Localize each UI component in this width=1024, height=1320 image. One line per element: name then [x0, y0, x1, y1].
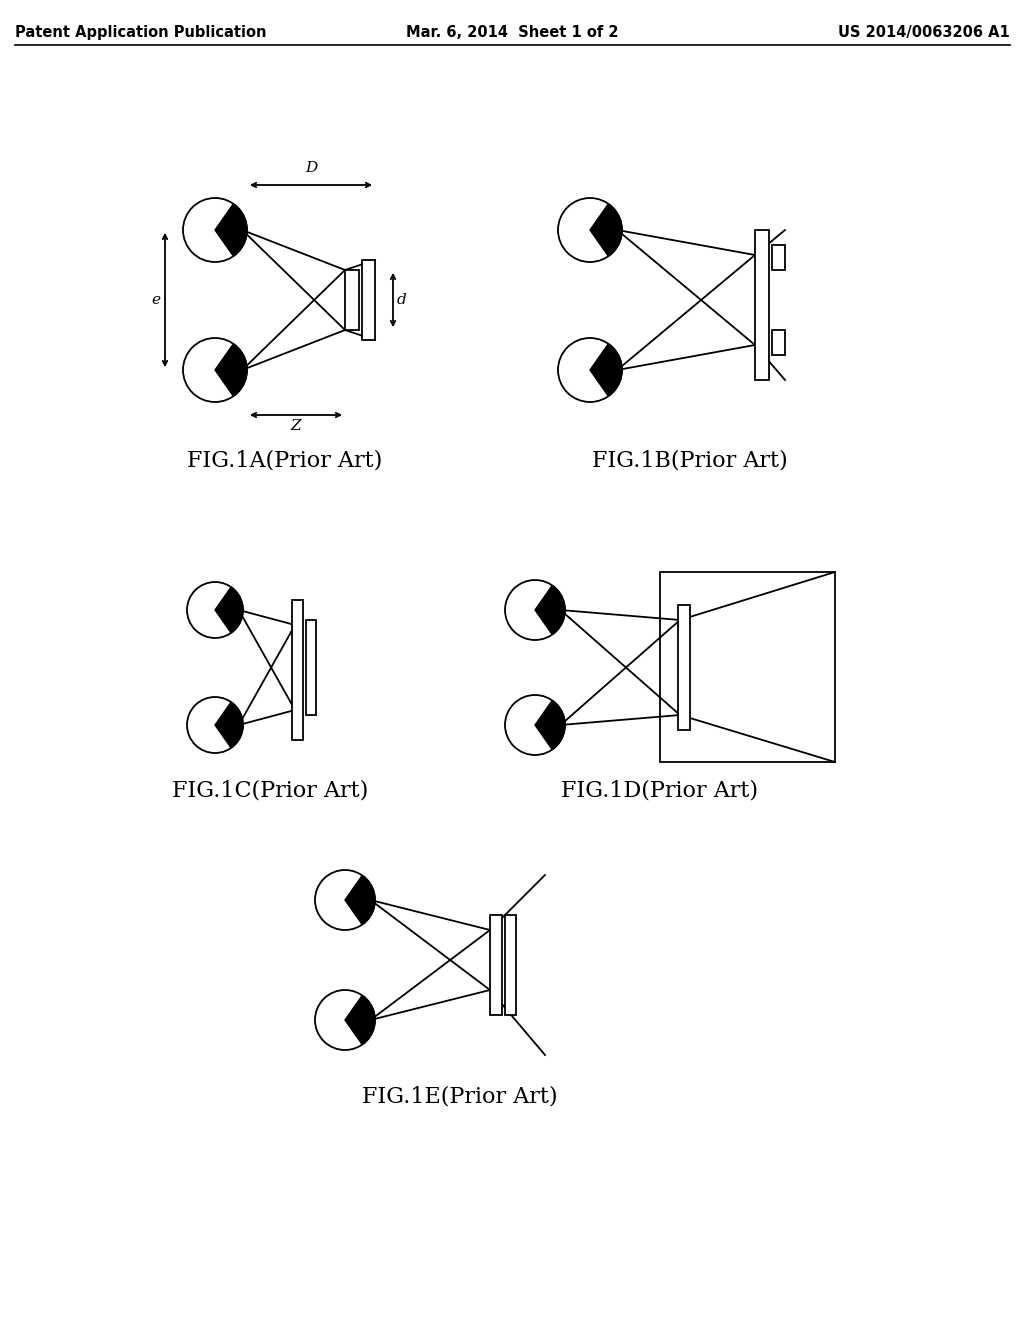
Bar: [345, 271, 359, 330]
Wedge shape: [535, 586, 565, 635]
Circle shape: [315, 990, 375, 1049]
Bar: [772, 246, 785, 271]
Text: Z: Z: [291, 418, 301, 433]
Circle shape: [183, 198, 247, 261]
Circle shape: [315, 870, 375, 931]
Wedge shape: [215, 203, 247, 256]
Text: FIG.1A(Prior Art): FIG.1A(Prior Art): [187, 450, 383, 473]
Bar: [772, 330, 785, 355]
Circle shape: [187, 582, 243, 638]
Wedge shape: [215, 587, 243, 632]
Circle shape: [505, 696, 565, 755]
Bar: [660, 572, 835, 762]
Bar: [678, 605, 690, 730]
Circle shape: [187, 697, 243, 752]
Text: FIG.1C(Prior Art): FIG.1C(Prior Art): [172, 780, 369, 803]
Text: US 2014/0063206 A1: US 2014/0063206 A1: [839, 25, 1010, 40]
Bar: [292, 601, 303, 741]
Bar: [362, 260, 375, 341]
Wedge shape: [590, 343, 622, 396]
Wedge shape: [215, 343, 247, 396]
Bar: [755, 230, 769, 380]
Circle shape: [183, 338, 247, 403]
Bar: [306, 620, 316, 715]
Text: Mar. 6, 2014  Sheet 1 of 2: Mar. 6, 2014 Sheet 1 of 2: [406, 25, 618, 40]
Wedge shape: [345, 995, 375, 1044]
Text: e: e: [151, 293, 160, 308]
Wedge shape: [345, 875, 375, 924]
Text: d: d: [397, 293, 407, 308]
Text: FIG.1E(Prior Art): FIG.1E(Prior Art): [362, 1085, 558, 1107]
Text: FIG.1D(Prior Art): FIG.1D(Prior Art): [561, 780, 759, 803]
Text: Patent Application Publication: Patent Application Publication: [15, 25, 266, 40]
Wedge shape: [535, 701, 565, 750]
Bar: [490, 915, 502, 1015]
Bar: [505, 915, 516, 1015]
Circle shape: [558, 338, 622, 403]
Circle shape: [505, 579, 565, 640]
Text: D: D: [305, 161, 317, 176]
Wedge shape: [215, 702, 243, 748]
Wedge shape: [590, 203, 622, 256]
Circle shape: [558, 198, 622, 261]
Text: FIG.1B(Prior Art): FIG.1B(Prior Art): [592, 450, 787, 473]
